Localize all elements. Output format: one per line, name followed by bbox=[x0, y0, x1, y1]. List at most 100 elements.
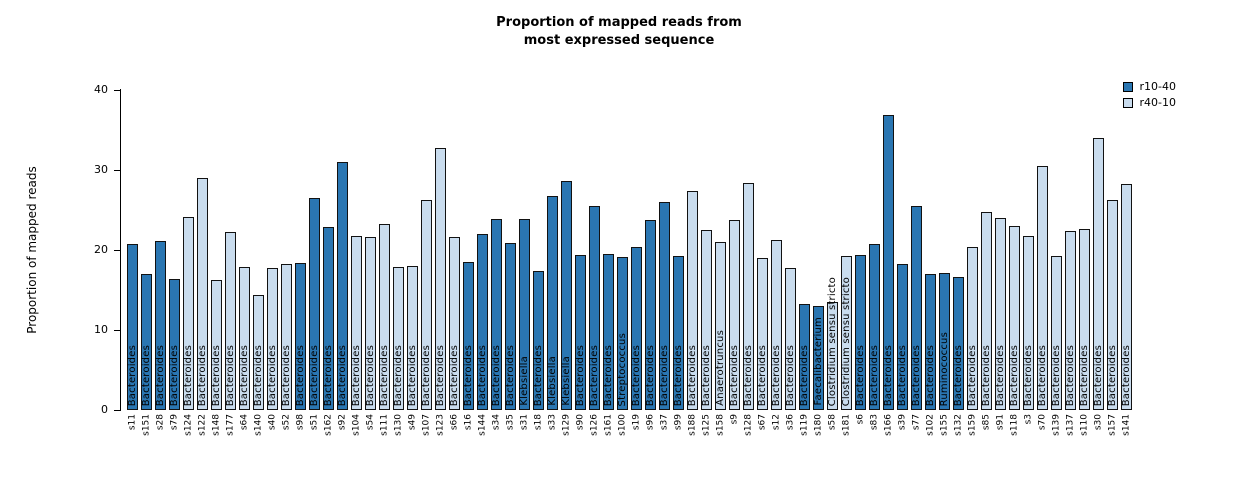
x-tick-label: s181 bbox=[841, 414, 851, 436]
bar-taxon-label: Bacteroides bbox=[434, 344, 446, 406]
x-tick-label: s122 bbox=[197, 414, 207, 436]
bar: Bacteroides bbox=[799, 304, 810, 410]
x-tick-label: s54 bbox=[365, 414, 375, 431]
x-tick-label: s107 bbox=[421, 414, 431, 436]
bar: Bacteroides bbox=[267, 268, 278, 410]
legend-item-r10-40: r10-40 bbox=[1122, 80, 1176, 93]
bar: Bacteroides bbox=[589, 206, 600, 410]
x-tick-label: s12 bbox=[771, 414, 781, 431]
bar: Bacteroides bbox=[729, 219, 740, 410]
bar-slot: Bacteroides s70 bbox=[1037, 90, 1048, 430]
bar-slot: Bacteroides s12 bbox=[771, 90, 782, 430]
bar-taxon-label: Bacteroides bbox=[1022, 344, 1034, 406]
bar: Bacteroides bbox=[757, 258, 768, 410]
bar-slot: Bacteroides s161 bbox=[603, 90, 614, 436]
bar-slot: Bacteroides s98 bbox=[295, 90, 306, 430]
y-tick bbox=[114, 250, 120, 251]
bar-taxon-label: Bacteroides bbox=[252, 344, 264, 406]
bar-slot: Bacteroides s166 bbox=[882, 90, 894, 436]
x-tick-label: s123 bbox=[435, 414, 445, 436]
x-tick-label: s177 bbox=[225, 414, 235, 436]
bar: Bacteroides bbox=[1106, 199, 1118, 410]
bar-slot: Bacteroides s130 bbox=[392, 90, 404, 436]
bar-slot: Bacteroides s140 bbox=[252, 90, 264, 436]
bar: Bacteroides bbox=[995, 218, 1006, 410]
x-tick-label: s77 bbox=[911, 414, 921, 431]
bar-slot: Bacteroides s18 bbox=[533, 90, 544, 430]
x-tick-label: s79 bbox=[169, 414, 179, 431]
bar-taxon-label: Bacteroides bbox=[644, 344, 656, 406]
bar: Bacteroides bbox=[659, 202, 670, 410]
x-tick-label: s144 bbox=[477, 414, 487, 436]
bar: Bacteroides bbox=[1093, 138, 1104, 410]
bar: Klebsiella bbox=[519, 218, 530, 410]
x-tick-label: s128 bbox=[743, 414, 753, 436]
bar-slot: Bacteroides s64 bbox=[239, 90, 250, 430]
bar: Bacteroides bbox=[1051, 256, 1062, 410]
x-tick-label: s158 bbox=[715, 414, 725, 436]
bar-slot: Bacteroides s111 bbox=[379, 90, 390, 436]
bar-slot: Bacteroides s92 bbox=[337, 90, 348, 430]
bar-slot: Bacteroides s139 bbox=[1051, 90, 1062, 436]
bar-taxon-label: Bacteroides bbox=[686, 344, 698, 406]
x-tick-label: s52 bbox=[281, 414, 291, 431]
bar-slot: Bacteroides s39 bbox=[897, 90, 908, 430]
x-tick-label: s104 bbox=[351, 414, 361, 436]
bar: Anaerotruncus bbox=[715, 242, 726, 410]
bar-taxon-label: Bacteroides bbox=[1092, 344, 1104, 406]
bar: Bacteroides bbox=[281, 264, 292, 410]
x-tick-label: s110 bbox=[1079, 414, 1089, 436]
bar: Clostridium sensu stricto bbox=[841, 255, 852, 410]
bar-taxon-label: Bacteroides bbox=[392, 344, 404, 406]
bar-taxon-label: Bacteroides bbox=[1106, 344, 1118, 406]
x-tick-label: s129 bbox=[561, 414, 571, 436]
bar-taxon-label: Bacteroides bbox=[168, 344, 180, 406]
bar: Bacteroides bbox=[1079, 229, 1090, 410]
x-tick-label: s33 bbox=[547, 414, 557, 431]
bar: Bacteroides bbox=[168, 278, 180, 410]
bar: Bacteroides bbox=[855, 254, 866, 410]
bar: Bacteroides bbox=[1065, 230, 1076, 410]
bar: Bacteroides bbox=[882, 114, 894, 410]
bar-slot: Bacteroides s3 bbox=[1022, 90, 1034, 424]
bar-taxon-label: Bacteroides bbox=[364, 344, 376, 406]
bar-taxon-label: Klebsiella bbox=[546, 356, 558, 406]
x-tick-label: s6 bbox=[855, 414, 865, 425]
y-axis-label: Proportion of mapped reads bbox=[25, 166, 39, 334]
bar-taxon-label: Bacteroides bbox=[308, 344, 320, 406]
bar-taxon-label: Bacteroides bbox=[868, 344, 880, 406]
bar-slot: Bacteroides s52 bbox=[281, 90, 292, 430]
bar: Bacteroides bbox=[785, 267, 796, 410]
y-tick bbox=[114, 330, 120, 331]
x-tick-label: s85 bbox=[981, 414, 991, 431]
bar: Bacteroides bbox=[925, 274, 936, 410]
x-tick-label: s91 bbox=[995, 414, 1005, 431]
bar-taxon-label: Bacteroides bbox=[420, 344, 432, 406]
x-tick-label: s31 bbox=[519, 414, 529, 431]
bar-taxon-label: Bacteroides bbox=[406, 344, 418, 406]
x-tick-label: s155 bbox=[939, 414, 949, 436]
bar-slot: Bacteroides s40 bbox=[267, 90, 278, 430]
bar: Bacteroides bbox=[323, 226, 334, 410]
x-tick-label: s159 bbox=[967, 414, 977, 436]
bar-taxon-label: Bacteroides bbox=[882, 344, 894, 406]
x-tick-label: s139 bbox=[1051, 414, 1061, 436]
bar-slot: Bacteroides s107 bbox=[420, 90, 432, 436]
bar-taxon-label: Bacteroides bbox=[798, 344, 810, 406]
bar: Bacteroides bbox=[491, 218, 502, 410]
bar-slot: Bacteroides s19 bbox=[631, 90, 642, 430]
bar-taxon-label: Bacteroides bbox=[504, 344, 516, 406]
x-tick-label: s3 bbox=[1023, 414, 1033, 425]
bar-slot: Klebsiella s33 bbox=[546, 90, 558, 430]
bar: Bacteroides bbox=[407, 266, 418, 410]
legend-label-r40-10: r40-10 bbox=[1139, 96, 1177, 109]
bar-taxon-label: Bacteroides bbox=[1120, 344, 1132, 406]
bar-slot: Bacteroides s123 bbox=[434, 90, 446, 436]
x-tick-label: s132 bbox=[953, 414, 963, 436]
bar-slot: Bacteroides s37 bbox=[659, 90, 670, 430]
bar-taxon-label: Bacteroides bbox=[462, 344, 474, 406]
bar-slot: Bacteroides s128 bbox=[743, 90, 754, 436]
bar: Bacteroides bbox=[1037, 166, 1048, 410]
bar-taxon-label: Bacteroides bbox=[154, 344, 166, 406]
